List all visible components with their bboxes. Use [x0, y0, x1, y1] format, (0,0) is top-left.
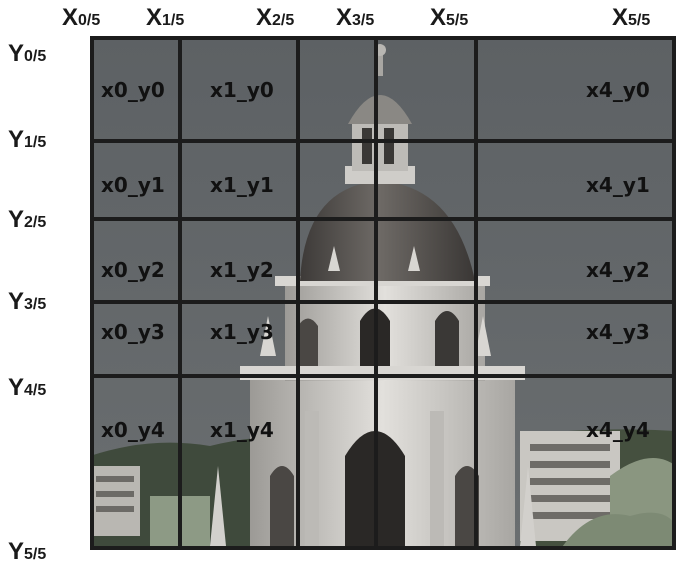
grid-lines [90, 36, 676, 550]
y-axis-label-2: Y2/5 [8, 206, 47, 233]
cell-label-x4-y3: x4_y3 [586, 320, 650, 344]
x-axis-label-2: X2/5 [256, 4, 295, 31]
x-axis-label-3: X3/5 [336, 4, 375, 31]
x-axis-label-5: X5/5 [612, 4, 651, 31]
cell-label-x0-y2: x0_y2 [101, 258, 165, 282]
cell-label-x0-y4: x0_y4 [101, 418, 165, 442]
cell-label-x4-y2: x4_y2 [586, 258, 650, 282]
x-axis-label-1: X1/5 [146, 4, 185, 31]
cell-label-x1-y0: x1_y0 [210, 78, 274, 102]
cell-label-x1-y3: x1_y3 [210, 320, 274, 344]
y-axis-label-1: Y1/5 [8, 126, 47, 153]
cell-label-x0-y0: x0_y0 [101, 78, 165, 102]
x-axis-label-4: X5/5 [430, 4, 469, 31]
y-axis-label-3: Y3/5 [8, 288, 47, 315]
grid-photo [90, 36, 676, 550]
cell-label-x4-y1: x4_y1 [586, 173, 650, 197]
cell-label-x1-y4: x1_y4 [210, 418, 274, 442]
y-axis-label-5: Y5/5 [8, 538, 47, 565]
x-axis-label-0: X0/5 [62, 4, 101, 31]
y-axis-label-0: Y0/5 [8, 40, 47, 67]
cell-label-x0-y1: x0_y1 [101, 173, 165, 197]
cell-label-x1-y2: x1_y2 [210, 258, 274, 282]
y-axis-label-4: Y4/5 [8, 374, 47, 401]
cell-label-x4-y0: x4_y0 [586, 78, 650, 102]
cell-label-x4-y4: x4_y4 [586, 418, 650, 442]
photo-scene [90, 36, 676, 550]
cell-label-x0-y3: x0_y3 [101, 320, 165, 344]
cell-label-x1-y1: x1_y1 [210, 173, 274, 197]
